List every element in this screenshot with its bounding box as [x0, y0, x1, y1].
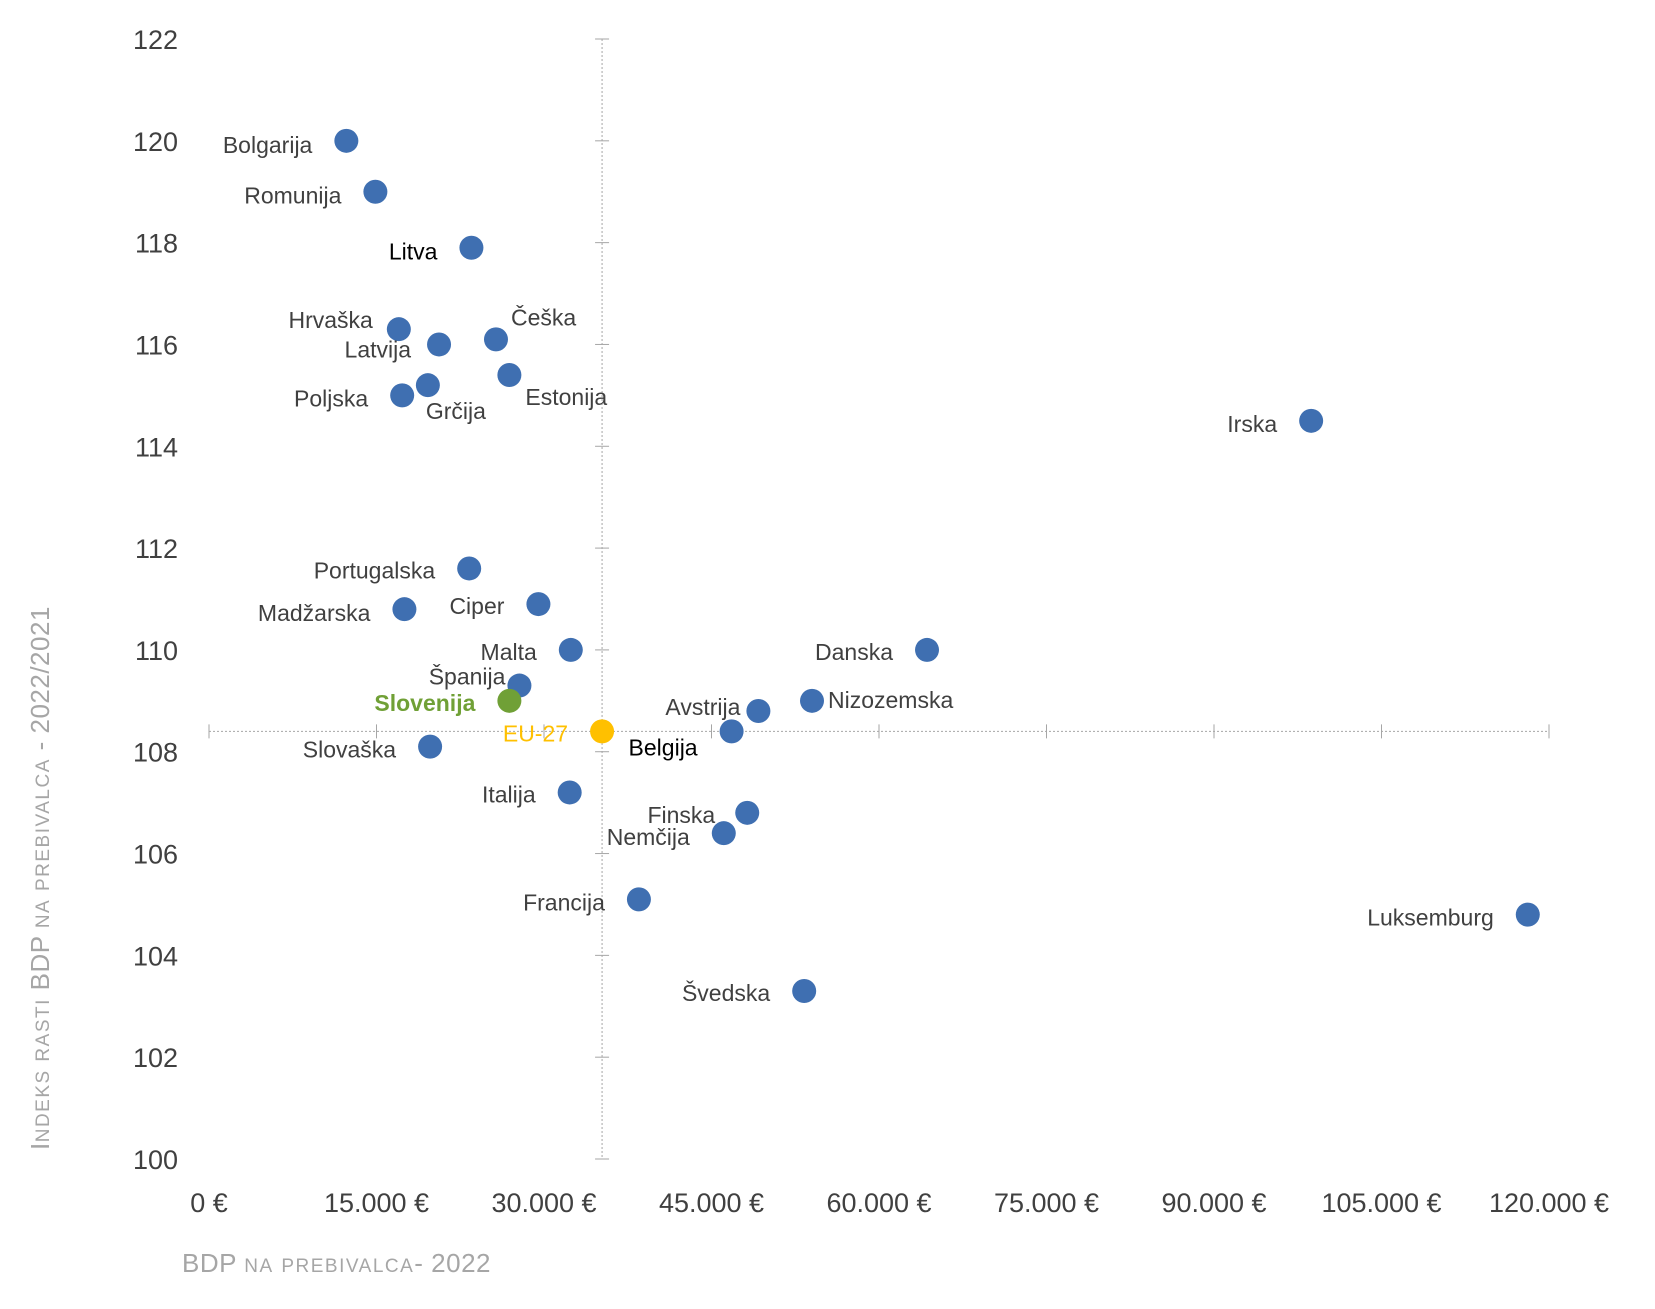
point-svedska [792, 979, 817, 1003]
label-bolgarija: Bolgarija [223, 132, 313, 158]
label-latvija: Latvija [345, 336, 412, 362]
point-avstrija [746, 699, 771, 723]
label-romunija: Romunija [244, 183, 341, 209]
point-malta [558, 637, 583, 662]
y-tick-label: 112 [135, 534, 178, 564]
label-svedska: Švedska [682, 979, 770, 1006]
label-litva: Litva [389, 239, 438, 265]
label-estonija: Estonija [525, 384, 607, 410]
label-belgija: Belgija [629, 734, 698, 760]
point-hrvaska [386, 317, 411, 342]
label-luksemburg: Luksemburg [1367, 905, 1494, 931]
label-malta: Malta [481, 639, 537, 665]
point-danska [915, 637, 940, 662]
x-tick-label: 105.000 € [1321, 1188, 1441, 1218]
y-tick-labels: 100 102 104 106 108 110 112 114 116 118 120 122 [133, 25, 178, 1175]
x-tick-label: 30.000 € [491, 1188, 596, 1218]
y-tick-label: 100 [133, 1145, 178, 1175]
x-tick-labels: 0 € 15.000 € 30.000 € 45.000 € 60.000 € 75.00… [190, 1188, 1609, 1218]
y-axis-line [595, 38, 610, 1160]
y-tick-label: 118 [135, 229, 178, 259]
x-tick-label: 15.000 € [324, 1188, 429, 1218]
point-grcija [415, 373, 440, 398]
x-tick-label: 0 € [190, 1188, 228, 1218]
label-madzarska: Madžarska [258, 600, 371, 626]
point-portugalska [457, 556, 482, 581]
y-tick-label: 116 [135, 330, 178, 360]
data-points [334, 128, 1540, 1003]
point-italija [557, 780, 582, 805]
label-spanija: Španija [429, 663, 506, 690]
label-francija: Francija [523, 889, 605, 915]
point-poljska [390, 383, 415, 408]
y-tick-label: 114 [135, 432, 178, 462]
y-tick-label: 104 [133, 941, 178, 971]
y-tick-label: 120 [133, 127, 178, 157]
label-eu-27: EU-27 [503, 720, 568, 746]
y-axis-title: INDEKS RASTI BDP NA PREBIVALCA - 2022/20… [25, 606, 55, 1150]
label-ceska: Češka [511, 303, 576, 330]
x-axis-title: BDP NA PREBIVALCA- 2022 [182, 1248, 491, 1278]
point-luksemburg [1515, 902, 1540, 927]
point-romunija [363, 179, 388, 204]
point-bolgarija [334, 128, 359, 153]
point-ciper [526, 592, 551, 617]
x-tick-label: 120.000 € [1489, 1188, 1609, 1218]
label-italija: Italija [482, 781, 536, 807]
point-estonija [497, 363, 522, 387]
point-slovenija [497, 688, 522, 713]
x-tick-label: 90.000 € [1161, 1188, 1266, 1218]
label-nizozemska: Nizozemska [828, 687, 953, 713]
label-nemcija: Nemčija [607, 824, 690, 850]
y-tick-label: 122 [133, 25, 178, 55]
point-belgija [719, 719, 744, 744]
point-nizozemska [800, 688, 824, 713]
label-ciper: Ciper [449, 593, 504, 619]
point-madzarska [392, 597, 417, 622]
label-irska: Irska [1227, 411, 1277, 437]
label-grcija: Grčija [426, 398, 486, 424]
point-labels: Bolgarija Romunija Litva Hrvaška Latvija Češk… [223, 132, 1494, 1006]
point-slovaska [418, 734, 443, 759]
label-slovaska: Slovaška [303, 737, 397, 763]
point-finska [735, 800, 760, 825]
x-axis-line [208, 724, 1550, 739]
label-avstrija: Avstrija [665, 694, 740, 720]
y-tick-label: 110 [135, 636, 178, 666]
label-poljska: Poljska [294, 385, 368, 411]
label-danska: Danska [815, 639, 893, 665]
point-latvija [427, 332, 452, 357]
x-tick-label: 60.000 € [826, 1188, 931, 1218]
label-hrvaska: Hrvaška [288, 307, 373, 333]
point-francija [626, 887, 651, 912]
x-tick-label: 45.000 € [659, 1188, 764, 1218]
point-eu-27 [590, 719, 615, 744]
label-finska: Finska [647, 802, 715, 828]
y-tick-label: 108 [133, 738, 178, 768]
point-ceska [483, 327, 508, 352]
point-irska [1299, 408, 1324, 433]
x-tick-label: 75.000 € [994, 1188, 1099, 1218]
point-litva [459, 235, 484, 260]
label-portugalska: Portugalska [314, 557, 436, 583]
label-slovenija: Slovenija [374, 690, 475, 716]
point-nemcija [711, 821, 736, 846]
y-tick-label: 102 [133, 1043, 178, 1073]
y-tick-label: 106 [133, 840, 178, 870]
